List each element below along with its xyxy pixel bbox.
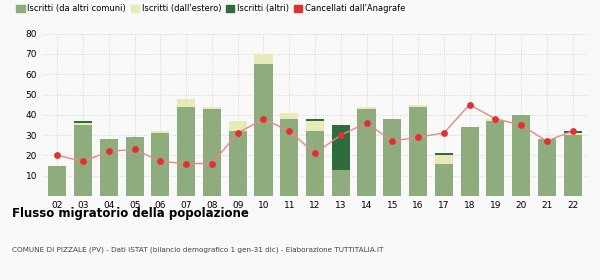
Point [310, 151, 320, 156]
Bar [435, 153, 453, 155]
Bar [203, 107, 221, 109]
Legend: Iscritti (da altri comuni), Iscritti (dall'estero), Iscritti (altri), Cancellati: Iscritti (da altri comuni), Iscritti (da… [16, 4, 405, 13]
Bar [229, 121, 247, 131]
Point [53, 153, 62, 158]
Bar [358, 107, 376, 109]
Text: Flusso migratorio della popolazione: Flusso migratorio della popolazione [12, 207, 249, 220]
Bar [280, 113, 298, 119]
Point [568, 129, 577, 133]
Bar [358, 109, 376, 196]
Bar [49, 165, 67, 196]
Bar [563, 135, 581, 196]
Bar [563, 133, 581, 135]
Bar [538, 139, 556, 196]
Bar [486, 121, 504, 196]
Bar [306, 119, 324, 121]
Bar [151, 131, 169, 133]
Bar [280, 119, 298, 196]
Bar [177, 107, 195, 196]
Point [413, 135, 423, 139]
Bar [100, 139, 118, 196]
Bar [177, 99, 195, 107]
Point [207, 161, 217, 166]
Bar [409, 105, 427, 107]
Point [155, 159, 165, 164]
Bar [435, 164, 453, 196]
Bar [126, 137, 144, 196]
Bar [74, 125, 92, 196]
Point [490, 117, 500, 121]
Bar [254, 54, 272, 64]
Point [259, 117, 268, 121]
Bar [306, 131, 324, 196]
Point [233, 131, 242, 135]
Point [542, 139, 551, 143]
Bar [74, 123, 92, 125]
Bar [254, 64, 272, 196]
Bar [74, 121, 92, 123]
Bar [435, 155, 453, 164]
Bar [563, 131, 581, 133]
Bar [203, 109, 221, 196]
Point [130, 147, 140, 151]
Bar [229, 131, 247, 196]
Bar [461, 127, 479, 196]
Bar [151, 133, 169, 196]
Bar [332, 125, 350, 170]
Point [79, 159, 88, 164]
Point [336, 133, 346, 137]
Point [362, 121, 371, 125]
Bar [306, 121, 324, 131]
Point [388, 139, 397, 143]
Point [516, 123, 526, 127]
Bar [409, 107, 427, 196]
Bar [332, 170, 350, 196]
Point [181, 161, 191, 166]
Bar [512, 115, 530, 196]
Point [465, 102, 475, 107]
Text: COMUNE DI PIZZALE (PV) - Dati ISTAT (bilancio demografico 1 gen-31 dic) - Elabor: COMUNE DI PIZZALE (PV) - Dati ISTAT (bil… [12, 246, 383, 253]
Point [439, 131, 449, 135]
Bar [383, 119, 401, 196]
Bar [486, 119, 504, 121]
Point [284, 129, 294, 133]
Point [104, 149, 114, 153]
